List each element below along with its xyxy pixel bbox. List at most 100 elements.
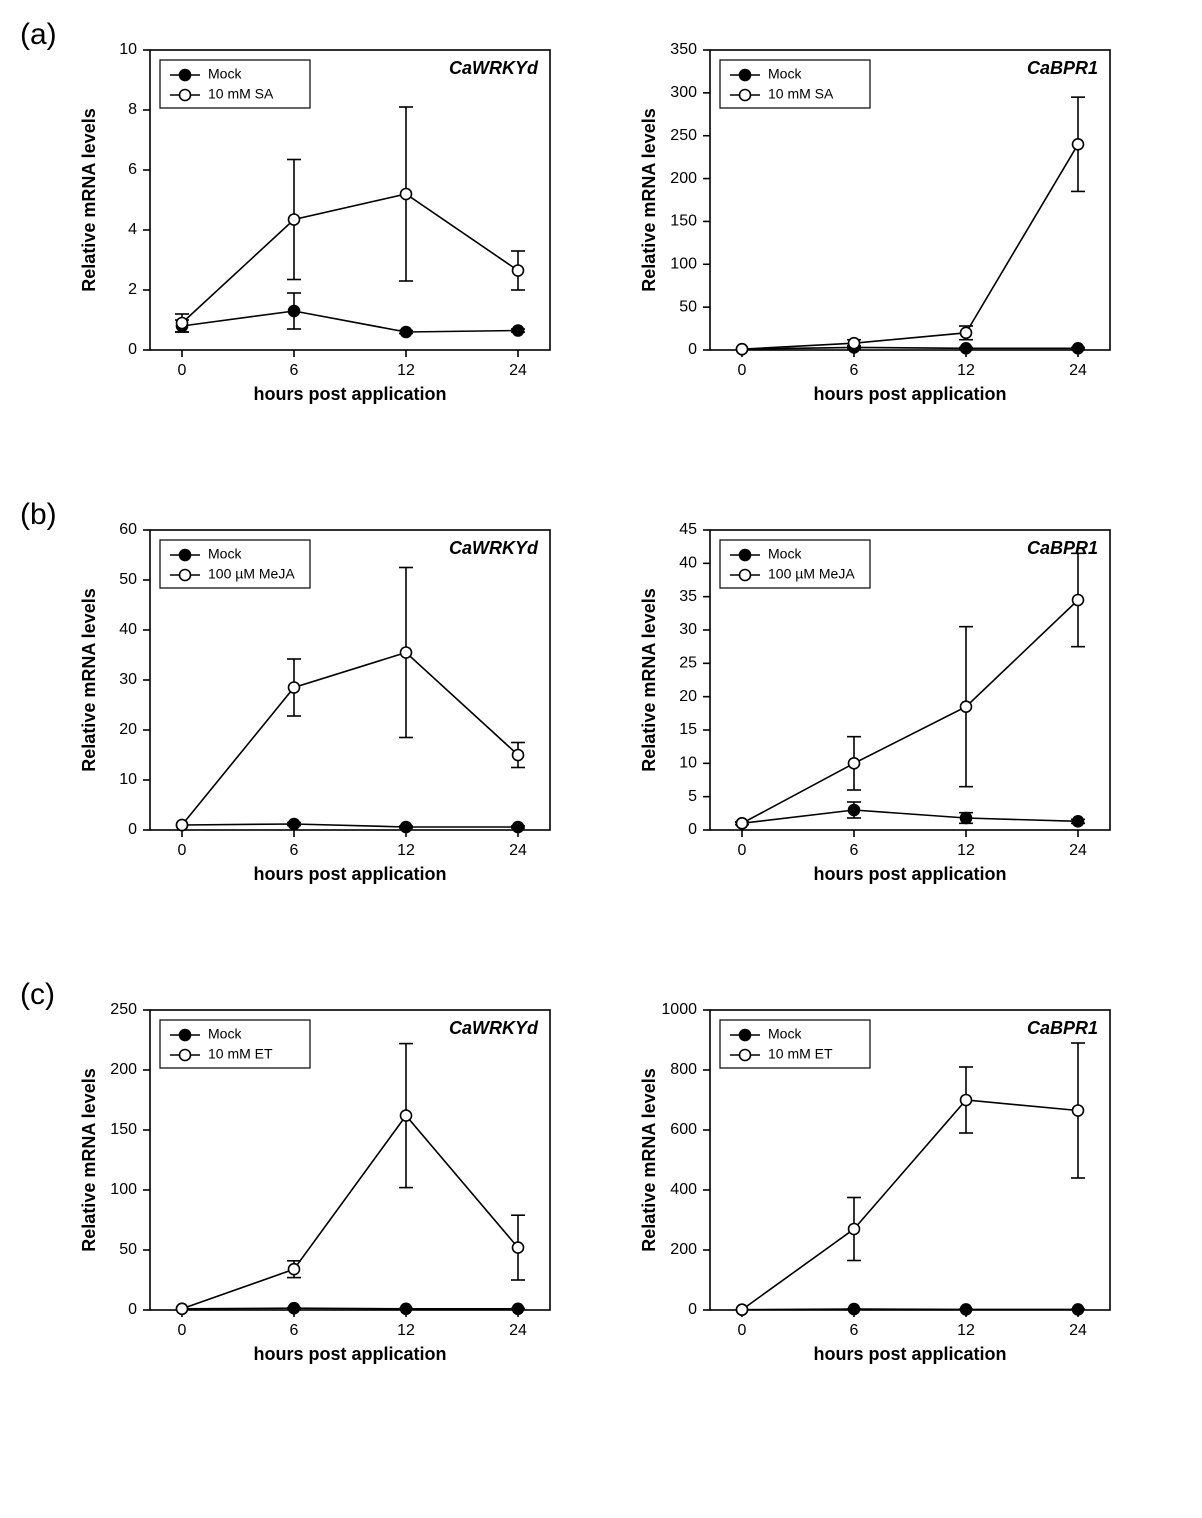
svg-text:150: 150 (110, 1121, 137, 1138)
panel-c-charts: 0 50 100 150 200 250 0 6 12 24 hours post applicat… (70, 980, 1130, 1450)
svg-text:100 µM MeJA: 100 µM MeJA (768, 566, 855, 582)
figure: (a) 0246810061224hours post applicationR… (20, 20, 1180, 1450)
svg-text:0: 0 (738, 842, 747, 859)
svg-text:6: 6 (850, 1322, 859, 1339)
chart-c-right: 0 200 400 600 800 1000 0 6 12 24 hours post applic… (630, 980, 1130, 1450)
svg-text:12: 12 (957, 842, 975, 859)
svg-text:100 µM MeJA: 100 µM MeJA (208, 566, 295, 582)
svg-text:CaBPR1: CaBPR1 (1027, 538, 1098, 558)
svg-text:0: 0 (738, 1322, 747, 1339)
svg-text:24: 24 (1069, 842, 1087, 859)
panel-c-row: (c) 0 50 100 150 200 250 0 6 12 24 hours post appl… (20, 980, 1180, 1450)
svg-text:0: 0 (178, 362, 187, 379)
svg-text:10: 10 (679, 755, 697, 772)
svg-text:250: 250 (110, 1001, 137, 1018)
svg-text:300: 300 (670, 84, 697, 101)
svg-text:10 mM ET: 10 mM ET (768, 1046, 833, 1062)
svg-text:35: 35 (679, 588, 697, 605)
svg-text:24: 24 (509, 362, 527, 379)
svg-text:hours post application: hours post application (253, 384, 446, 404)
svg-text:Mock: Mock (768, 1026, 802, 1042)
svg-text:24: 24 (1069, 1322, 1087, 1339)
svg-text:10 mM SA: 10 mM SA (208, 86, 274, 102)
svg-text:20: 20 (119, 721, 137, 738)
svg-text:CaWRKYd: CaWRKYd (449, 58, 539, 78)
svg-text:10: 10 (119, 41, 137, 58)
svg-text:Relative mRNA levels: Relative mRNA levels (79, 1068, 99, 1251)
panel-b-charts: 0 10 20 30 40 50 60 0 6 12 24 hours post applicatio… (70, 500, 1130, 970)
svg-text:0: 0 (688, 1301, 697, 1318)
svg-text:Mock: Mock (208, 546, 242, 562)
svg-text:200: 200 (670, 170, 697, 187)
svg-text:Mock: Mock (768, 546, 802, 562)
svg-text:Relative mRNA levels: Relative mRNA levels (79, 588, 99, 771)
svg-text:250: 250 (670, 127, 697, 144)
svg-text:10: 10 (119, 771, 137, 788)
svg-text:200: 200 (110, 1061, 137, 1078)
svg-text:24: 24 (509, 1322, 527, 1339)
svg-text:12: 12 (957, 1322, 975, 1339)
svg-text:30: 30 (679, 621, 697, 638)
svg-text:100: 100 (670, 256, 697, 273)
svg-text:1000: 1000 (661, 1001, 697, 1018)
svg-text:hours post application: hours post application (813, 1344, 1006, 1364)
chart-b-right: 051015202530354045061224hours post appli… (630, 500, 1130, 970)
svg-text:hours post application: hours post application (253, 1344, 446, 1364)
svg-text:CaBPR1: CaBPR1 (1027, 1018, 1098, 1038)
svg-text:40: 40 (119, 621, 137, 638)
svg-text:8: 8 (128, 101, 137, 118)
svg-text:0: 0 (688, 821, 697, 838)
svg-text:0: 0 (178, 1322, 187, 1339)
svg-text:CaWRKYd: CaWRKYd (449, 1018, 539, 1038)
svg-text:12: 12 (397, 1322, 415, 1339)
svg-text:24: 24 (1069, 362, 1087, 379)
svg-text:Mock: Mock (768, 66, 802, 82)
svg-text:15: 15 (679, 721, 697, 738)
svg-text:24: 24 (509, 842, 527, 859)
svg-text:200: 200 (670, 1241, 697, 1258)
panel-b-label: (b) (20, 500, 70, 530)
svg-text:6: 6 (128, 161, 137, 178)
svg-text:Relative mRNA levels: Relative mRNA levels (639, 1068, 659, 1251)
svg-text:Relative mRNA levels: Relative mRNA levels (79, 108, 99, 291)
svg-text:10 mM ET: 10 mM ET (208, 1046, 273, 1062)
svg-text:50: 50 (119, 1241, 137, 1258)
svg-text:350: 350 (670, 41, 697, 58)
svg-text:Mock: Mock (208, 1026, 242, 1042)
svg-text:hours post application: hours post application (813, 384, 1006, 404)
svg-text:12: 12 (397, 362, 415, 379)
panel-a-charts: 0246810061224hours post applicationRelat… (70, 20, 1130, 490)
svg-text:100: 100 (110, 1181, 137, 1198)
svg-text:25: 25 (679, 655, 697, 672)
svg-text:6: 6 (850, 842, 859, 859)
panel-c-label: (c) (20, 980, 70, 1010)
svg-text:0: 0 (738, 362, 747, 379)
svg-text:60: 60 (119, 521, 137, 538)
svg-text:40: 40 (679, 555, 697, 572)
svg-text:2: 2 (128, 281, 137, 298)
svg-text:Relative mRNA levels: Relative mRNA levels (639, 588, 659, 771)
svg-text:hours post application: hours post application (253, 864, 446, 884)
svg-text:800: 800 (670, 1061, 697, 1078)
panel-a-label: (a) (20, 20, 70, 50)
svg-text:6: 6 (290, 362, 299, 379)
svg-text:CaWRKYd: CaWRKYd (449, 538, 539, 558)
svg-text:600: 600 (670, 1121, 697, 1138)
svg-text:30: 30 (119, 671, 137, 688)
svg-text:6: 6 (290, 842, 299, 859)
svg-text:hours post application: hours post application (813, 864, 1006, 884)
svg-text:10 mM SA: 10 mM SA (768, 86, 834, 102)
svg-text:12: 12 (957, 362, 975, 379)
svg-text:6: 6 (850, 362, 859, 379)
chart-c-left: 050100150200250061224hours post applicat… (70, 980, 570, 1450)
chart-a-left: 0246810061224hours post applicationRelat… (70, 20, 570, 490)
panel-b-row: (b) 0 10 20 30 40 50 60 0 6 12 24 hours post applic… (20, 500, 1180, 970)
svg-text:0: 0 (688, 341, 697, 358)
svg-text:50: 50 (119, 571, 137, 588)
svg-text:Relative mRNA levels: Relative mRNA levels (639, 108, 659, 291)
svg-text:0: 0 (128, 341, 137, 358)
svg-text:5: 5 (688, 788, 697, 805)
svg-text:400: 400 (670, 1181, 697, 1198)
svg-text:50: 50 (679, 298, 697, 315)
svg-text:150: 150 (670, 213, 697, 230)
